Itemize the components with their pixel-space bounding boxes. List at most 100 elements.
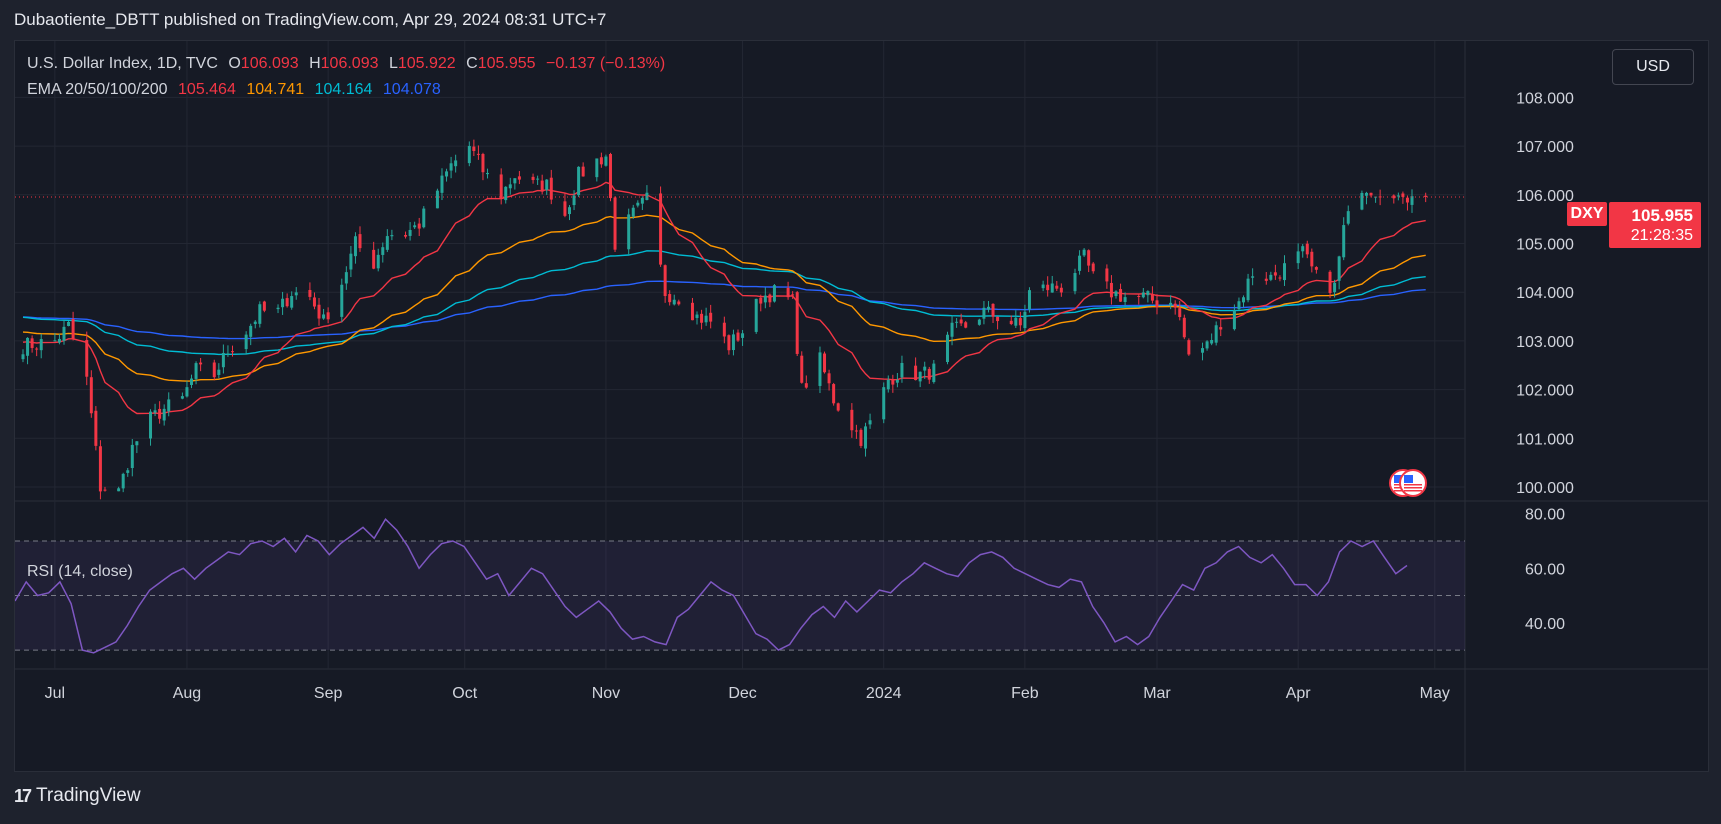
candle-body[interactable] [349,253,353,270]
candle-body[interactable] [317,304,321,319]
candle-body[interactable] [1232,310,1236,330]
candle-body[interactable] [1410,196,1414,205]
candle-body[interactable] [262,301,266,311]
candle-body[interactable] [1269,274,1273,280]
candle-body[interactable] [185,387,189,397]
candle-body[interactable] [1109,282,1113,298]
candle-body[interactable] [449,163,453,171]
candle-body[interactable] [71,319,75,339]
candle-body[interactable] [1424,195,1428,197]
candle-body[interactable] [1310,251,1314,267]
candle-body[interactable] [517,176,521,180]
candle-body[interactable] [567,207,571,215]
candle-body[interactable] [1150,293,1154,301]
candle-body[interactable] [1119,289,1123,302]
candle-body[interactable] [613,197,617,250]
candle-body[interactable] [1282,263,1286,281]
candle-body[interactable] [1278,277,1282,279]
candle-body[interactable] [645,192,649,200]
candle-body[interactable] [344,272,348,284]
candle-body[interactable] [390,235,394,237]
candle-body[interactable] [986,306,990,310]
candle-body[interactable] [1305,243,1309,255]
candle-body[interactable] [1214,325,1218,343]
candle-body[interactable] [308,290,312,297]
candle-body[interactable] [472,146,476,151]
candle-body[interactable] [599,157,603,165]
candle-body[interactable] [1201,348,1205,353]
candle-body[interactable] [408,229,412,236]
candle-body[interactable] [467,146,471,164]
candle-body[interactable] [404,234,408,237]
candle-body[interactable] [1146,291,1150,296]
candle-body[interactable] [62,326,66,341]
candle-body[interactable] [158,408,162,419]
candle-body[interactable] [476,153,480,155]
candle-body[interactable] [135,441,139,446]
candle-body[interactable] [868,420,872,425]
candle-body[interactable] [1314,267,1318,270]
candle-body[interactable] [504,186,508,201]
candle-body[interactable] [1219,327,1223,330]
candle-body[interactable] [1073,273,1077,292]
candle-body[interactable] [85,340,89,377]
candle-body[interactable] [886,379,890,390]
candle-body[interactable] [572,195,576,206]
candle-body[interactable] [864,426,868,449]
candle-body[interactable] [536,178,540,180]
candle-body[interactable] [964,322,968,328]
candle-body[interactable] [1401,193,1405,197]
candle-body[interactable] [791,294,795,296]
candle-body[interactable] [39,339,43,351]
candle-body[interactable] [1182,317,1186,338]
candle-body[interactable] [190,378,194,385]
candle-body[interactable] [900,362,904,378]
candle-body[interactable] [690,302,694,321]
candle-body[interactable] [1187,340,1191,355]
candle-body[interactable] [800,355,804,383]
candle-body[interactable] [1251,276,1255,278]
candle-body[interactable] [385,236,389,250]
candle-body[interactable] [818,352,822,386]
candle-body[interactable] [1360,192,1364,210]
candle-body[interactable] [1169,302,1173,305]
candle-body[interactable] [340,284,344,317]
candle-body[interactable] [121,473,125,489]
rsi-label[interactable]: RSI (14, close) [27,563,133,580]
candle-body[interactable] [1337,256,1341,281]
candle-body[interactable] [67,321,71,327]
candle-body[interactable] [1114,291,1118,297]
candle-body[interactable] [754,298,758,332]
candle-body[interactable] [918,371,922,382]
candle-body[interactable] [153,410,157,413]
candle-body[interactable] [1378,196,1382,198]
candle-body[interactable] [1141,292,1145,298]
candle-body[interactable] [932,363,936,383]
candle-body[interactable] [955,321,959,323]
candle-body[interactable] [1296,251,1300,264]
candle-body[interactable] [194,363,198,379]
candle-body[interactable] [1205,341,1209,349]
candle-body[interactable] [422,208,426,228]
candle-body[interactable] [786,287,790,298]
candle-body[interactable] [895,380,899,383]
candle-body[interactable] [1014,317,1018,326]
candle-body[interactable] [130,444,134,469]
candle-body[interactable] [982,307,986,319]
legend-ema[interactable]: EMA 20/50/100/200 105.464 104.741 104.16… [27,81,441,99]
chart-frame[interactable]: 100.000 101.000 102.000 103.000 104.000 105.0… [14,40,1709,772]
candle-body[interactable] [836,403,840,411]
rsi-pane[interactable] [15,501,1708,669]
candle-body[interactable] [1023,311,1027,329]
candle-body[interactable] [631,207,635,217]
candle-body[interactable] [636,202,640,206]
chart-canvas[interactable]: 100.000 101.000 102.000 103.000 104.000 105.0… [15,41,1708,771]
candle-body[interactable] [258,304,262,324]
candle-body[interactable] [850,409,854,431]
candle-body[interactable] [1082,249,1086,256]
candle-body[interactable] [595,158,599,178]
candle-body[interactable] [117,488,121,492]
candle-body[interactable] [417,223,421,229]
candle-body[interactable] [759,297,763,304]
candle-body[interactable] [923,366,927,371]
